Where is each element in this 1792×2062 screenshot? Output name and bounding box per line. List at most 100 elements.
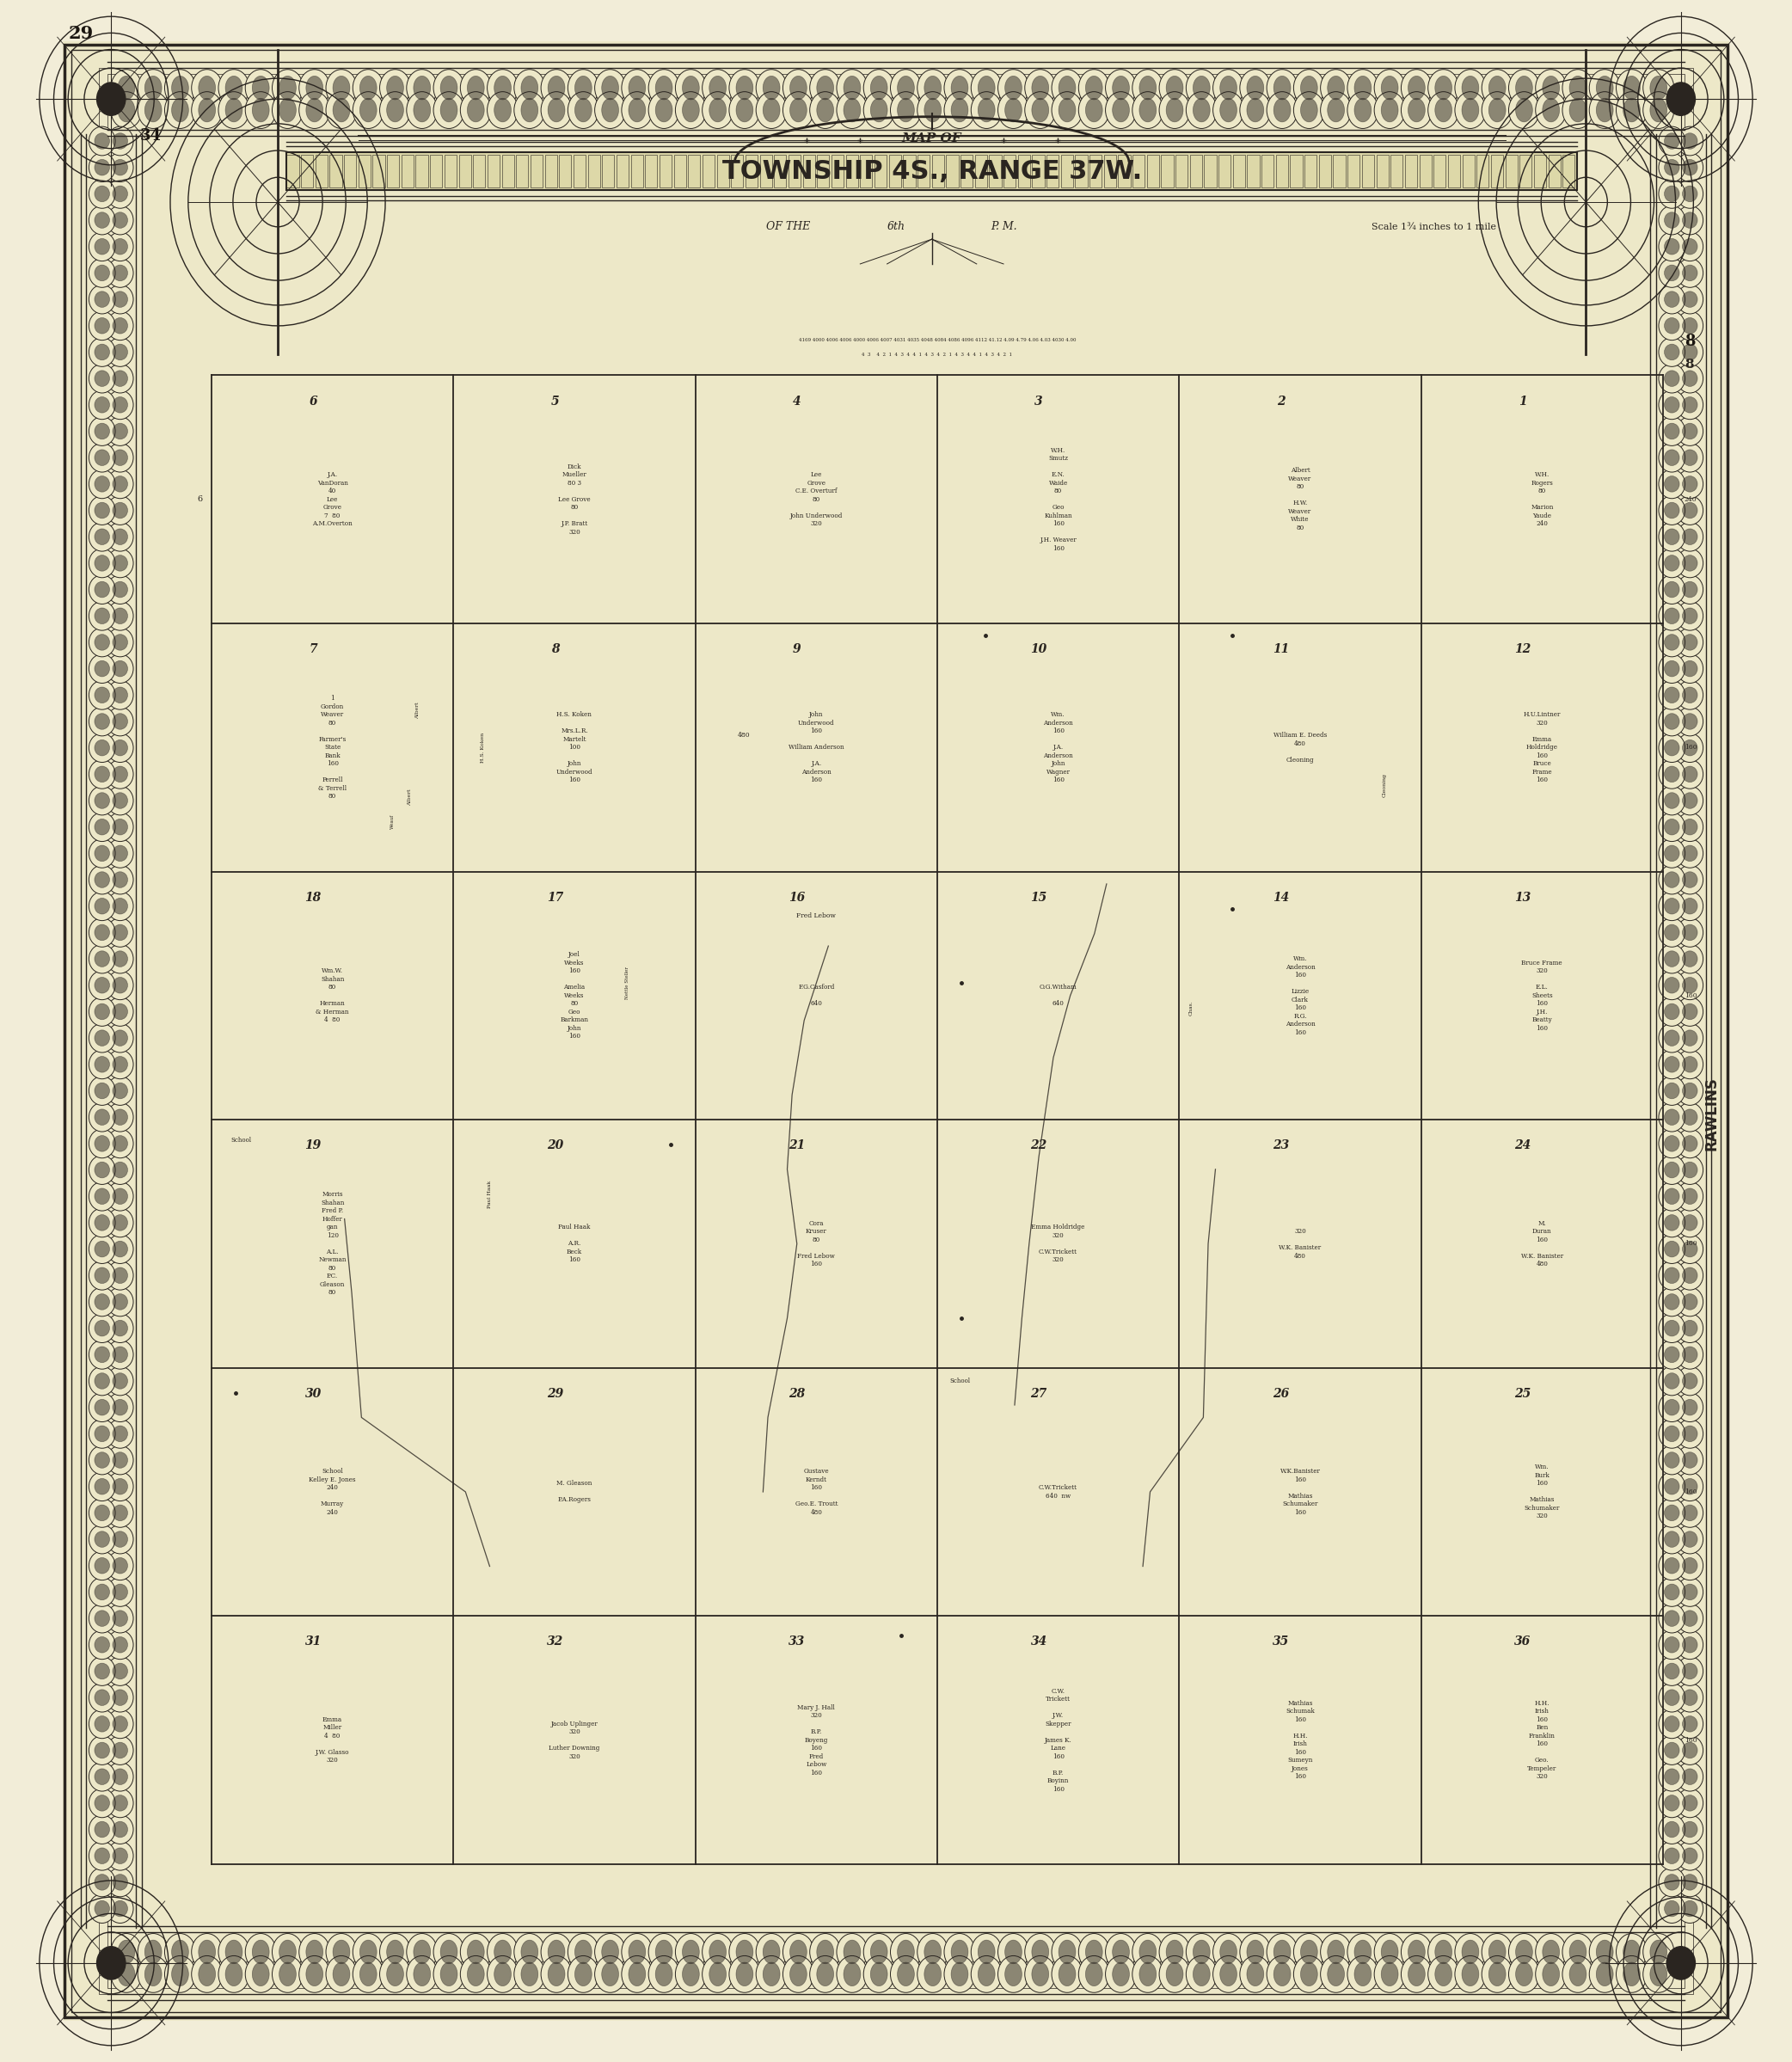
- Ellipse shape: [1683, 1268, 1697, 1283]
- Ellipse shape: [1543, 99, 1559, 122]
- Ellipse shape: [1665, 1742, 1679, 1759]
- Ellipse shape: [108, 1709, 133, 1738]
- Ellipse shape: [95, 977, 109, 994]
- Ellipse shape: [710, 1940, 726, 1963]
- Ellipse shape: [978, 1963, 995, 1986]
- Ellipse shape: [246, 1955, 276, 1992]
- Bar: [1262, 155, 1274, 188]
- Ellipse shape: [113, 608, 127, 625]
- Ellipse shape: [380, 1955, 410, 1992]
- Ellipse shape: [1516, 99, 1532, 122]
- Ellipse shape: [925, 1963, 941, 1986]
- Text: Jacob Uplinger
320

Luther Downing
320: Jacob Uplinger 320 Luther Downing 320: [548, 1720, 600, 1759]
- Ellipse shape: [1274, 1940, 1290, 1963]
- Bar: [588, 155, 600, 188]
- Circle shape: [97, 82, 125, 115]
- Ellipse shape: [514, 1934, 545, 1971]
- Ellipse shape: [461, 1934, 491, 1971]
- Ellipse shape: [514, 1955, 545, 1992]
- Ellipse shape: [113, 1874, 127, 1891]
- Ellipse shape: [90, 1262, 115, 1291]
- Ellipse shape: [649, 70, 679, 107]
- Text: 24: 24: [1514, 1140, 1530, 1151]
- Text: 480: 480: [737, 732, 751, 738]
- Ellipse shape: [90, 1868, 115, 1897]
- Ellipse shape: [90, 1182, 115, 1210]
- Ellipse shape: [90, 1208, 115, 1237]
- Ellipse shape: [548, 1963, 564, 1986]
- Ellipse shape: [1677, 1551, 1702, 1579]
- Ellipse shape: [1665, 555, 1679, 571]
- Ellipse shape: [1624, 99, 1640, 122]
- Ellipse shape: [1643, 70, 1674, 107]
- Ellipse shape: [1482, 91, 1512, 128]
- Ellipse shape: [710, 76, 726, 99]
- Ellipse shape: [108, 944, 133, 973]
- Text: 10: 10: [1030, 643, 1047, 656]
- Ellipse shape: [1683, 1083, 1697, 1099]
- Bar: [1348, 155, 1360, 188]
- Ellipse shape: [113, 1320, 127, 1336]
- Ellipse shape: [90, 1419, 115, 1448]
- Ellipse shape: [1665, 1268, 1679, 1283]
- Ellipse shape: [1677, 575, 1702, 604]
- Ellipse shape: [280, 1963, 296, 1986]
- Bar: [99, 68, 1693, 1994]
- Ellipse shape: [1677, 338, 1702, 367]
- Ellipse shape: [1677, 179, 1702, 208]
- Ellipse shape: [95, 924, 109, 940]
- Bar: [1405, 155, 1417, 188]
- Ellipse shape: [108, 575, 133, 604]
- Ellipse shape: [729, 1934, 760, 1971]
- Bar: [674, 155, 686, 188]
- Text: 28: 28: [788, 1388, 805, 1400]
- Ellipse shape: [1374, 1955, 1405, 1992]
- Bar: [645, 155, 658, 188]
- Ellipse shape: [1032, 1940, 1048, 1963]
- Ellipse shape: [898, 1963, 914, 1986]
- Ellipse shape: [353, 1955, 383, 1992]
- Ellipse shape: [414, 99, 430, 122]
- Ellipse shape: [1683, 581, 1697, 598]
- Ellipse shape: [1659, 1313, 1684, 1342]
- Ellipse shape: [113, 396, 127, 412]
- Text: 5: 5: [550, 396, 559, 406]
- Ellipse shape: [108, 839, 133, 868]
- Ellipse shape: [1321, 91, 1351, 128]
- Bar: [1204, 155, 1217, 188]
- Ellipse shape: [1683, 1161, 1697, 1177]
- Ellipse shape: [468, 76, 484, 99]
- Ellipse shape: [108, 971, 133, 1000]
- Bar: [1161, 155, 1174, 188]
- Bar: [459, 155, 471, 188]
- Ellipse shape: [108, 1604, 133, 1633]
- Ellipse shape: [1665, 186, 1679, 202]
- Ellipse shape: [108, 1262, 133, 1291]
- Ellipse shape: [95, 186, 109, 202]
- Ellipse shape: [1665, 1557, 1679, 1573]
- Text: 6th: 6th: [887, 221, 905, 233]
- Ellipse shape: [1025, 70, 1055, 107]
- Ellipse shape: [971, 1934, 1002, 1971]
- Text: Nettle Steller: Nettle Steller: [625, 967, 629, 1000]
- Ellipse shape: [113, 1557, 127, 1573]
- Text: H.H.
Irish
160
Ben
Franklin
160

Geo.
Tempeler
320: H.H. Irish 160 Ben Franklin 160 Geo. Tem…: [1527, 1699, 1557, 1780]
- Bar: [889, 155, 901, 188]
- Ellipse shape: [95, 344, 109, 361]
- Ellipse shape: [1683, 1584, 1697, 1600]
- Ellipse shape: [1665, 1478, 1679, 1495]
- Text: Scale 1¾ inches to 1 mile: Scale 1¾ inches to 1 mile: [1371, 223, 1496, 231]
- Ellipse shape: [568, 1955, 599, 1992]
- Ellipse shape: [441, 1963, 457, 1986]
- Ellipse shape: [1665, 1346, 1679, 1363]
- Ellipse shape: [871, 99, 887, 122]
- Ellipse shape: [108, 1763, 133, 1792]
- Bar: [1233, 155, 1245, 188]
- Ellipse shape: [90, 1130, 115, 1159]
- Ellipse shape: [108, 1788, 133, 1817]
- Ellipse shape: [1677, 311, 1702, 340]
- Ellipse shape: [871, 1963, 887, 1986]
- Ellipse shape: [1455, 70, 1486, 107]
- Ellipse shape: [113, 1373, 127, 1390]
- Ellipse shape: [118, 1940, 134, 1963]
